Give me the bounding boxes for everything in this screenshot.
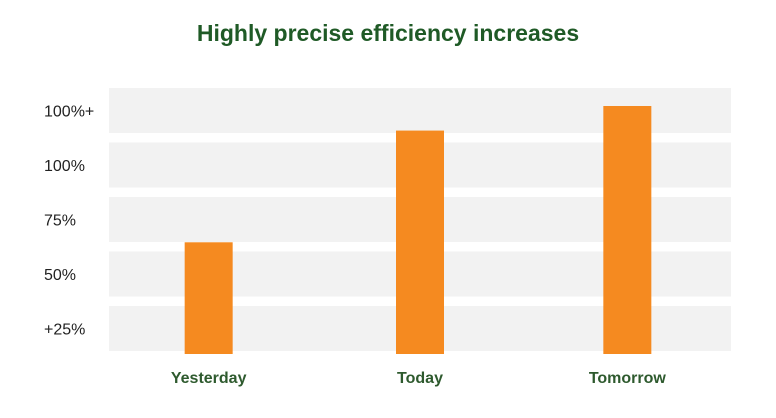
y-tick-label: +25% bbox=[44, 322, 85, 339]
y-tick-label: 100% bbox=[44, 158, 85, 175]
chart-title: Highly precise efficiency increases bbox=[196, 20, 580, 46]
y-tick-label: 100%+ bbox=[44, 104, 94, 121]
bar-today bbox=[396, 130, 444, 354]
x-category-label: Yesterday bbox=[171, 370, 247, 387]
x-category-label: Tomorrow bbox=[589, 370, 667, 387]
y-axis-labels: 100%+ 100% 75% 50% +25% bbox=[44, 104, 94, 339]
y-tick-label: 75% bbox=[44, 213, 76, 230]
x-category-label: Today bbox=[397, 370, 443, 387]
y-tick-label: 50% bbox=[44, 267, 76, 284]
bar-yesterday bbox=[184, 242, 233, 354]
bars bbox=[184, 106, 652, 354]
x-axis-labels: Yesterday Today Tomorrow bbox=[171, 370, 667, 387]
bar-tomorrow bbox=[603, 106, 652, 354]
